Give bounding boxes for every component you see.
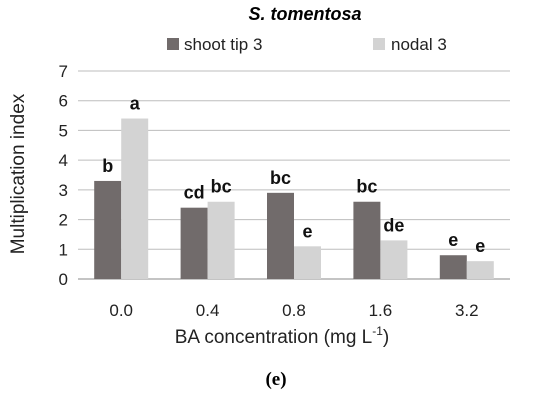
y-tick-label: 4 (59, 151, 68, 170)
x-axis-ticks: 0.0 0.4 0.8 1.6 3.2 (109, 301, 478, 320)
x-tick-label: 0.8 (282, 301, 306, 320)
significance-label: e (475, 236, 485, 256)
y-tick-label: 1 (59, 240, 68, 259)
significance-label: de (383, 215, 404, 235)
legend-swatch-shoot-tip (167, 38, 179, 50)
legend: shoot tip 3 nodal 3 (167, 35, 447, 54)
bar-nodal (121, 118, 149, 280)
bar-nodal (207, 201, 235, 279)
bar-nodal (380, 240, 408, 279)
chart-title: S. tomentosa (248, 4, 361, 24)
significance-label: bc (356, 177, 377, 197)
bar-shoot-tip (94, 180, 122, 279)
bars (94, 118, 494, 280)
x-axis-label-main: BA concentration (mg L (175, 327, 373, 348)
y-tick-label: 2 (59, 211, 68, 230)
x-tick-label: 0.4 (196, 301, 220, 320)
x-tick-label: 1.6 (369, 301, 393, 320)
y-axis-label: Multiplication index (8, 93, 29, 254)
x-axis-label-suffix: ) (383, 327, 389, 348)
significance-label: bc (211, 177, 232, 197)
bar-shoot-tip (180, 207, 208, 279)
significance-label: b (102, 156, 113, 176)
x-tick-label: 0.0 (109, 301, 133, 320)
y-tick-label: 7 (59, 62, 68, 81)
y-axis-ticks: 0 1 2 3 4 5 6 7 (59, 62, 68, 289)
bar-nodal (466, 261, 494, 279)
legend-swatch-nodal (373, 38, 385, 50)
x-axis-label-superscript: -1 (372, 324, 383, 338)
legend-label-shoot-tip: shoot tip 3 (184, 35, 262, 54)
bar-nodal (294, 246, 321, 279)
panel-label: (e) (265, 369, 286, 390)
x-tick-label: 3.2 (455, 301, 479, 320)
y-tick-label: 5 (59, 121, 68, 140)
bar-shoot-tip (353, 201, 381, 279)
bar-shoot-tip (267, 192, 294, 279)
legend-label-nodal: nodal 3 (391, 35, 447, 54)
bar-shoot-tip (439, 255, 467, 279)
significance-label: cd (184, 183, 205, 203)
significance-label: e (302, 221, 312, 241)
significance-label: e (448, 230, 458, 250)
y-tick-label: 0 (59, 270, 68, 289)
significance-label: a (130, 94, 141, 114)
significance-label: bc (270, 168, 291, 188)
y-tick-label: 3 (59, 181, 68, 200)
x-axis-label: BA concentration (mg L-1) (175, 324, 390, 348)
y-tick-label: 6 (59, 92, 68, 111)
